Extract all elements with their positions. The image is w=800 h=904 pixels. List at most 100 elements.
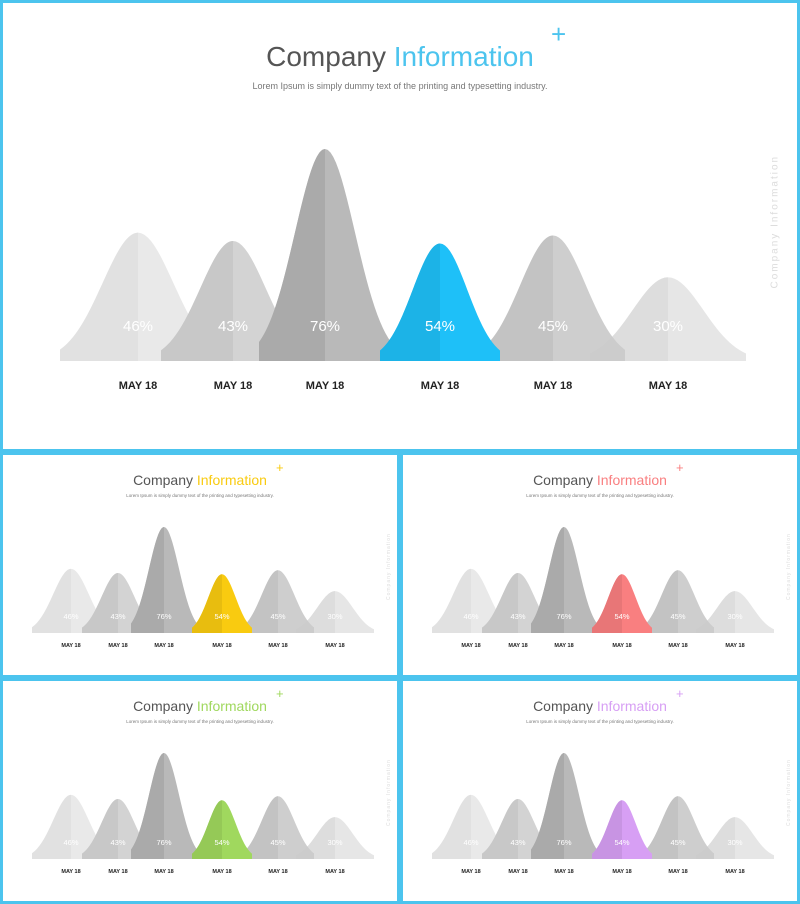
value-label: 45%: [670, 838, 685, 847]
category-label: MAY 18: [725, 869, 744, 875]
category-label: MAY 18: [668, 869, 687, 875]
bell-shade: [642, 570, 678, 633]
title-accent: Information: [393, 41, 534, 72]
slide-title: Company Information: [3, 472, 397, 488]
bell-shade: [482, 573, 518, 633]
category-label: MAY 18: [508, 869, 527, 875]
category-label: MAY 18: [325, 643, 344, 649]
bell-shade: [242, 796, 278, 859]
category-label: MAY 18: [108, 869, 127, 875]
slide-title: Company Information: [3, 41, 797, 73]
bell-highlight-3: [592, 800, 652, 859]
value-label: 30%: [727, 612, 742, 621]
side-label: Company Information: [786, 759, 792, 826]
value-label: 30%: [327, 612, 342, 621]
value-label: 54%: [214, 838, 229, 847]
title-main: Company: [133, 698, 193, 714]
title-accent: Information: [596, 472, 667, 488]
value-label: 46%: [123, 318, 153, 335]
bell-highlight-3: [192, 800, 252, 859]
bell-shade: [592, 800, 622, 859]
slide-red: 46% MAY 18 43% MAY 18 76% MAY 18 54% MAY 18 45% M…: [400, 452, 800, 678]
bell-0: [60, 232, 216, 361]
plus-icon: +: [276, 686, 284, 701]
category-label: MAY 18: [668, 643, 687, 649]
bell-shade: [432, 568, 471, 633]
bell-chart: 46% MAY 18 43% MAY 18 76% MAY 18 54% MAY 18 45% M…: [32, 527, 374, 649]
category-label: MAY 18: [461, 643, 480, 649]
side-label: Company Information: [786, 533, 792, 600]
plus-icon: +: [676, 686, 684, 701]
category-label: MAY 18: [421, 380, 460, 392]
bell-chart: 46% MAY 18 43% MAY 18 76% MAY 18 54% MAY 18 45% M…: [60, 149, 746, 392]
value-label: 76%: [156, 612, 171, 621]
plus-icon: +: [551, 19, 567, 49]
bell-shade: [161, 241, 233, 361]
bell-0: [32, 794, 110, 859]
value-label: 76%: [556, 838, 571, 847]
value-label: 54%: [214, 612, 229, 621]
bell-shade: [481, 235, 553, 361]
category-label: MAY 18: [61, 869, 80, 875]
category-label: MAY 18: [508, 643, 527, 649]
slide-purple: 46% MAY 18 43% MAY 18 76% MAY 18 54% MAY 18 45% M…: [400, 678, 800, 904]
category-label: MAY 18: [325, 869, 344, 875]
side-label: Company Information: [769, 154, 781, 289]
category-label: MAY 18: [612, 643, 631, 649]
slide-yellow: 46% MAY 18 43% MAY 18 76% MAY 18 54% MAY 18 45% M…: [0, 452, 400, 678]
category-label: MAY 18: [154, 643, 173, 649]
bell-4: [642, 796, 714, 859]
slide-title: Company Information: [403, 698, 797, 714]
bell-shade: [60, 232, 138, 361]
value-label: 30%: [727, 838, 742, 847]
subtitle: Lorem Ipsum is simply dummy text of the …: [126, 719, 274, 724]
bell-shade: [131, 753, 164, 859]
value-label: 43%: [510, 838, 525, 847]
subtitle: Lorem Ipsum is simply dummy text of the …: [526, 493, 674, 498]
title-accent: Information: [196, 472, 267, 488]
value-label: 43%: [218, 318, 248, 335]
value-label: 30%: [327, 838, 342, 847]
bell-0: [432, 794, 510, 859]
bell-shade: [131, 527, 164, 633]
slide-main: 46% MAY 18 43% MAY 18 76% MAY 18 54% MAY 18 45% M…: [0, 0, 800, 452]
value-label: 54%: [425, 318, 455, 335]
value-label: 43%: [510, 612, 525, 621]
category-label: MAY 18: [612, 869, 631, 875]
bell-2: [131, 753, 197, 859]
category-label: MAY 18: [461, 869, 480, 875]
subtitle: Lorem Ipsum is simply dummy text of the …: [252, 81, 548, 91]
title-accent: Information: [196, 698, 267, 714]
subtitle: Lorem Ipsum is simply dummy text of the …: [526, 719, 674, 724]
bell-shade: [592, 574, 622, 633]
bell-shade: [242, 570, 278, 633]
category-label: MAY 18: [154, 869, 173, 875]
value-label: 46%: [63, 612, 78, 621]
category-label: MAY 18: [306, 380, 345, 392]
category-label: MAY 18: [119, 380, 158, 392]
bell-0: [432, 568, 510, 633]
category-label: MAY 18: [534, 380, 573, 392]
category-label: MAY 18: [554, 643, 573, 649]
category-label: MAY 18: [649, 380, 688, 392]
side-label: Company Information: [386, 533, 392, 600]
value-label: 30%: [653, 318, 683, 335]
bell-4: [642, 570, 714, 633]
slide-title: Company Information: [403, 472, 797, 488]
bell-chart: 46% MAY 18 43% MAY 18 76% MAY 18 54% MAY 18 45% M…: [432, 527, 774, 649]
category-label: MAY 18: [212, 869, 231, 875]
bell-4: [481, 235, 625, 361]
bell-shade: [192, 800, 222, 859]
bell-2: [259, 149, 391, 361]
bell-2: [531, 753, 597, 859]
category-label: MAY 18: [214, 380, 253, 392]
title-main: Company: [133, 472, 193, 488]
plus-icon: +: [676, 460, 684, 475]
bell-shade: [82, 799, 118, 859]
value-label: 46%: [63, 838, 78, 847]
value-label: 46%: [463, 838, 478, 847]
bell-shade: [432, 794, 471, 859]
value-label: 76%: [156, 838, 171, 847]
bell-highlight-3: [592, 574, 652, 633]
title-main: Company: [533, 698, 593, 714]
